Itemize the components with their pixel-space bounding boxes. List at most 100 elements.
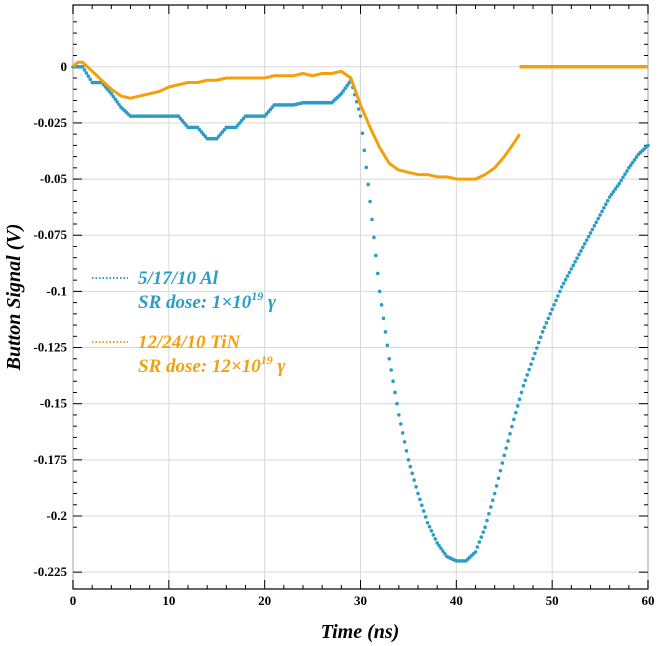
- series-al-point: [569, 267, 574, 271]
- series-al-point: [544, 321, 549, 325]
- series-al-point: [611, 189, 616, 194]
- series-al-point: [540, 330, 545, 334]
- series-al-point: [523, 378, 528, 383]
- series-al-point: [588, 231, 593, 235]
- series-al-point: [412, 478, 416, 482]
- series-al-point: [435, 541, 439, 545]
- series-al-point: [84, 71, 89, 75]
- series-al-point: [389, 368, 393, 372]
- series-al-point: [439, 546, 443, 551]
- series-al-point: [621, 175, 625, 180]
- series-al-point: [575, 256, 579, 260]
- series-al-point: [393, 390, 397, 395]
- series-al-point: [613, 187, 618, 191]
- series-al-point: [385, 343, 390, 348]
- series-al-point: [590, 227, 595, 232]
- series-al-point: [536, 340, 541, 345]
- series-al-point: [377, 289, 382, 294]
- series-al-point: [423, 515, 428, 519]
- series-al-point: [341, 89, 346, 93]
- series-al-point: [431, 533, 436, 537]
- series-al-point: [506, 439, 510, 443]
- series-al-point: [646, 143, 650, 148]
- series-al-point: [473, 550, 478, 554]
- legend-label-tin: 12/24/10 TiN: [138, 332, 241, 353]
- series-al-point: [86, 74, 91, 78]
- series-al-point: [548, 312, 553, 316]
- series-al-point: [561, 281, 566, 286]
- series-al-point: [410, 471, 415, 476]
- x-tick-label: 30: [354, 593, 367, 608]
- series-al-point: [481, 530, 485, 534]
- series-al-point: [494, 484, 499, 488]
- series-al-point: [372, 235, 376, 240]
- series-al-point: [529, 362, 533, 366]
- series-al-point: [400, 431, 405, 435]
- series-al-point: [427, 524, 432, 529]
- x-tick-label: 50: [546, 593, 559, 608]
- series-al-point: [391, 379, 395, 384]
- series-al-point: [381, 316, 386, 321]
- series-al-point: [88, 77, 93, 82]
- series-al-point: [475, 545, 480, 549]
- series-al-point: [571, 263, 576, 268]
- series-al-point: [617, 181, 622, 186]
- y-tick-label: -0.15: [40, 396, 68, 411]
- y-tick-label: -0.1: [46, 283, 67, 298]
- series-al-point: [533, 351, 537, 356]
- series-al-point: [510, 424, 514, 429]
- x-tick-label: 40: [450, 593, 463, 608]
- series-al-point: [609, 192, 614, 197]
- series-al-point: [360, 131, 365, 136]
- series-al-point: [429, 529, 434, 533]
- series-al-point: [347, 81, 351, 85]
- series-al-point: [627, 166, 631, 170]
- y-tick-label: -0.025: [33, 115, 67, 130]
- series-al-point: [594, 220, 599, 224]
- legend: 5/17/10 Al SR dose: 1×1019 γ 12/24/10 Ti…: [92, 268, 285, 377]
- series-al-point: [596, 216, 600, 221]
- series-layer: [71, 60, 650, 563]
- series-al-point: [395, 401, 399, 406]
- series-al-point: [632, 157, 637, 162]
- series-al-point: [80, 64, 85, 69]
- series-al-point: [565, 274, 570, 278]
- series-al-point: [573, 259, 577, 264]
- series-al-point: [443, 551, 447, 556]
- series-al-point: [477, 540, 482, 544]
- series-al-point: [490, 498, 495, 503]
- series-al-point: [418, 497, 422, 502]
- series-al-point: [531, 356, 535, 361]
- series-al-point: [425, 520, 430, 525]
- series-al-point: [498, 468, 503, 473]
- y-axis-title: Button Signal (V): [3, 224, 25, 372]
- series-al-point: [375, 271, 380, 276]
- legend-dose-tin: SR dose: 12×1019 γ: [138, 353, 285, 377]
- series-al-point: [500, 461, 505, 465]
- series-al-point: [117, 102, 121, 107]
- series-al-point: [508, 431, 512, 436]
- series-al-point: [584, 238, 589, 242]
- series-al-point: [111, 94, 116, 99]
- series-al-point: [356, 107, 361, 111]
- series-al-point: [492, 491, 497, 496]
- series-al-point: [521, 383, 526, 388]
- series-tin-line: [71, 60, 521, 181]
- series-al-point: [479, 535, 484, 539]
- series-al-point: [502, 453, 507, 458]
- series-al-point: [515, 404, 520, 408]
- series-al-point: [437, 543, 441, 548]
- series-al-point: [581, 245, 585, 250]
- series-al-point: [582, 241, 587, 246]
- series-al-point: [366, 182, 370, 187]
- series-al-point: [527, 367, 531, 372]
- y-tick-label: -0.225: [33, 564, 67, 579]
- series-al-point: [579, 249, 583, 253]
- series-al-point: [556, 294, 560, 298]
- series-al-point: [368, 199, 372, 204]
- series-al-point: [113, 97, 117, 101]
- series-al-point: [398, 422, 403, 426]
- series-al-point: [525, 373, 530, 377]
- series-al-point: [421, 509, 426, 513]
- series-al-point: [619, 178, 623, 183]
